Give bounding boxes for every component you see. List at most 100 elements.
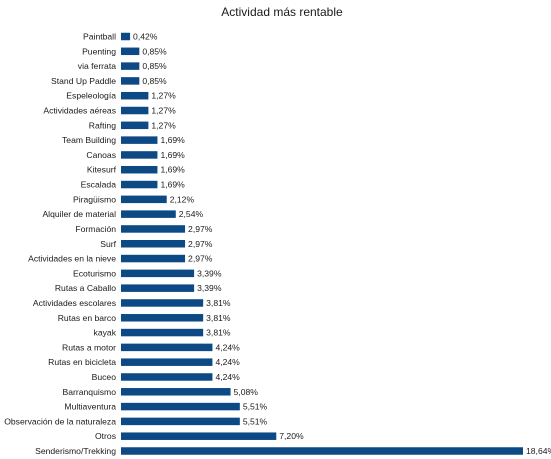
bar-row: Kitesurf 1,69% — [87, 165, 185, 175]
bar-row: Rafting 1,27% — [89, 120, 176, 130]
value-label: 1,27% — [151, 120, 176, 130]
category-label: Ecoturismo — [73, 268, 116, 278]
value-label: 1,27% — [151, 106, 176, 116]
value-label: 1,69% — [160, 180, 185, 190]
bar-row: Otros 7,20% — [95, 431, 304, 441]
bar — [121, 77, 140, 85]
value-label: 2,97% — [188, 239, 213, 249]
value-label: 5,51% — [243, 402, 268, 412]
category-label: Actividades escolares — [33, 298, 116, 308]
bar-row: Rutas en bicicleta 4,24% — [48, 357, 240, 367]
category-label: Espeleología — [66, 91, 116, 101]
bar — [121, 195, 167, 204]
value-label: 0,85% — [142, 76, 167, 86]
bar-row: Barranquismo 5,08% — [63, 387, 259, 397]
value-label: 3,81% — [206, 313, 231, 323]
bar-row: Actividades escolares 3,81% — [33, 298, 231, 308]
bar — [121, 432, 277, 440]
category-label: Actividades aéreas — [43, 106, 116, 116]
bar — [121, 388, 231, 396]
category-label: Canoas — [86, 150, 116, 160]
value-label: 4,24% — [215, 342, 240, 352]
bar — [121, 106, 149, 115]
category-label: Multiaventura — [64, 402, 116, 412]
category-label: Observación de la naturaleza — [4, 416, 116, 426]
category-label: Rutas en bicicleta — [48, 357, 116, 367]
bar — [121, 180, 158, 189]
category-label: Rutas a motor — [62, 342, 116, 352]
bar — [121, 328, 204, 337]
value-label: 1,27% — [151, 91, 176, 101]
value-label: 2,12% — [170, 194, 195, 204]
bar-row: Ecoturismo 3,39% — [73, 268, 222, 278]
category-label: Alquiler de material — [42, 209, 116, 219]
value-label: 0,42% — [133, 32, 158, 42]
value-label: 5,51% — [243, 416, 268, 426]
value-label: 4,24% — [215, 357, 240, 367]
category-label: Buceo — [92, 372, 117, 382]
category-label: Kitesurf — [87, 165, 117, 175]
bar-row: Buceo 4,24% — [92, 372, 241, 382]
bar-row: kayak 3,81% — [94, 328, 231, 338]
value-label: 2,97% — [188, 254, 213, 264]
bar — [121, 91, 149, 100]
bar — [121, 447, 523, 455]
bar-row: Paintball 0,42% — [83, 32, 158, 42]
value-label: 18,64% — [526, 446, 551, 456]
bar-row: Alquiler de material 2,54% — [42, 209, 203, 219]
bar — [121, 269, 195, 278]
bar — [121, 240, 186, 248]
bar — [121, 284, 195, 292]
value-label: 3,81% — [206, 298, 231, 308]
value-label: 2,54% — [179, 209, 204, 219]
value-label: 4,24% — [215, 372, 240, 382]
category-label: Rutas en barco — [58, 313, 117, 323]
bar-row: Piragüismo 2,12% — [73, 194, 194, 204]
bar — [121, 343, 213, 352]
bars-layer: Paintball 0,42% Puenting 0,85% via ferrata 0,… — [4, 32, 551, 457]
bar-row: Rutas a Caballo 3,39% — [55, 283, 222, 293]
category-label: Stand Up Paddle — [51, 76, 116, 86]
value-label: 1,69% — [160, 165, 185, 175]
bar-row: Surf 2,97% — [100, 239, 213, 249]
category-label: Otros — [95, 431, 116, 441]
chart-title: Actividad más rentable — [221, 5, 343, 19]
value-label: 7,20% — [279, 431, 304, 441]
bar — [121, 62, 140, 70]
bar-row: Multiaventura 5,51% — [64, 402, 267, 412]
bar-row: Actividades en la nieve 2,97% — [28, 254, 213, 264]
category-label: Senderismo/Trekking — [35, 446, 116, 456]
value-label: 3,39% — [197, 283, 222, 293]
bar — [121, 402, 240, 411]
bar-row: via ferrata 0,85% — [78, 61, 167, 71]
bar-row: Senderismo/Trekking 18,64% — [35, 446, 551, 456]
bar — [121, 314, 204, 322]
bar — [121, 254, 186, 263]
value-label: 3,39% — [197, 268, 222, 278]
bar-row: Stand Up Paddle 0,85% — [51, 76, 167, 86]
value-label: 0,85% — [142, 46, 167, 56]
category-label: Actividades en la nieve — [28, 254, 116, 264]
bar — [121, 225, 186, 233]
bar — [121, 151, 158, 159]
bar-row: Formación 2,97% — [75, 224, 212, 234]
category-label: via ferrata — [78, 61, 116, 71]
bar — [121, 373, 213, 381]
bar — [121, 358, 213, 366]
category-label: Piragüismo — [73, 194, 116, 204]
category-label: Paintball — [83, 32, 116, 42]
category-label: Rutas a Caballo — [55, 283, 116, 293]
bar-row: Observación de la naturaleza 5,51% — [4, 416, 267, 426]
category-label: Puenting — [82, 46, 116, 56]
category-label: Barranquismo — [63, 387, 117, 397]
category-label: Escalada — [81, 180, 117, 190]
category-label: Formación — [75, 224, 116, 234]
bar — [121, 136, 158, 144]
bar-row: Actividades aéreas 1,27% — [43, 106, 176, 116]
bar-row: Canoas 1,69% — [86, 150, 185, 160]
category-label: Surf — [100, 239, 116, 249]
bar-row: Rutas a motor 4,24% — [62, 342, 240, 352]
value-label: 0,85% — [142, 61, 167, 71]
value-label: 2,97% — [188, 224, 213, 234]
